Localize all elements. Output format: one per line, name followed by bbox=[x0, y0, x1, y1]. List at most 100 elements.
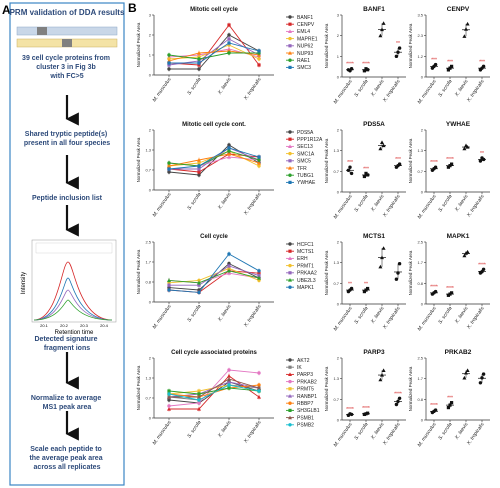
series-line bbox=[168, 270, 260, 284]
series-line bbox=[168, 384, 260, 401]
data-point bbox=[227, 383, 231, 387]
data-point bbox=[197, 280, 201, 285]
step-6: Scale each peptide to the average peak a… bbox=[29, 446, 104, 471]
data-point bbox=[227, 37, 231, 41]
scatter-chart: MCTS1 0 0.7 1.3 2 M. musculus S. scrofa X. laev… bbox=[324, 233, 406, 332]
data-point bbox=[478, 381, 483, 385]
significance-label: **** bbox=[346, 62, 354, 68]
data-point bbox=[349, 412, 354, 417]
chart-title: PARP3 bbox=[363, 349, 385, 356]
data-point bbox=[257, 389, 261, 393]
data-point bbox=[227, 152, 231, 156]
panel-a-title: PRM validation of DDA results bbox=[10, 8, 125, 17]
y-tick-label: 0 bbox=[421, 418, 424, 423]
x-tick-label: X. laevis bbox=[216, 303, 233, 323]
y-axis-label: Normalized Peak Area bbox=[324, 366, 329, 411]
data-point bbox=[197, 161, 201, 165]
data-point bbox=[167, 392, 171, 396]
y-tick-label: 0.7 bbox=[333, 397, 339, 402]
data-point bbox=[481, 267, 486, 271]
y-tick-label: 1.2 bbox=[417, 54, 423, 59]
data-point bbox=[197, 61, 201, 65]
chrom-ylabel: Intensity bbox=[21, 272, 27, 294]
data-point bbox=[167, 167, 171, 171]
data-point bbox=[362, 174, 366, 179]
y-axis-label: Normalized Peak Area bbox=[408, 366, 413, 411]
legend-marker bbox=[288, 263, 292, 268]
data-point bbox=[257, 276, 261, 280]
significance-label: **** bbox=[346, 407, 354, 413]
data-point bbox=[397, 262, 402, 266]
x-tick-label: S. scrofa bbox=[437, 306, 453, 326]
legend-label: MCTS1 bbox=[297, 249, 314, 255]
significance-label: **** bbox=[478, 262, 486, 268]
data-point bbox=[462, 34, 467, 38]
data-point bbox=[227, 146, 231, 150]
legend-marker bbox=[288, 51, 292, 55]
significance-label: *** bbox=[431, 58, 437, 64]
data-point bbox=[257, 161, 261, 165]
data-point bbox=[227, 51, 231, 55]
data-point bbox=[197, 290, 201, 295]
significance-label: *** bbox=[347, 160, 353, 166]
series-line bbox=[168, 369, 260, 407]
x-tick-label: X. tropicalis bbox=[242, 191, 263, 217]
data-point bbox=[378, 264, 383, 269]
legend-marker bbox=[288, 379, 292, 384]
data-point bbox=[380, 373, 384, 377]
y-tick-label: 0.7 bbox=[145, 168, 151, 173]
step-5: Normalize to average MS1 peak area bbox=[31, 395, 103, 411]
legend-label: SH3GLB1 bbox=[297, 408, 320, 414]
line-chart: Cell cycle 0 0.8 1.7 2.5 M. musculus S. scrofa… bbox=[136, 234, 317, 330]
significance-label: **** bbox=[362, 62, 370, 68]
legend-label: SMC5 bbox=[297, 159, 311, 165]
chart-title: Mitotic cell cycle cont. bbox=[182, 122, 246, 128]
y-tick-label: 1.3 bbox=[333, 376, 339, 381]
data-point bbox=[378, 146, 383, 151]
y-tick-label: 3.5 bbox=[417, 13, 423, 18]
x-tick-label: M. musculus bbox=[152, 76, 173, 103]
data-point bbox=[167, 395, 171, 399]
y-axis-label: Normalized Peak Area bbox=[324, 250, 329, 295]
x-tick-label: X. laevis bbox=[453, 78, 470, 98]
y-tick-label: 1.3 bbox=[333, 148, 339, 153]
x-tick-label: S. scrofa bbox=[353, 194, 369, 214]
x-tick-label: X. laevis bbox=[453, 421, 470, 441]
x-tick-label: X. laevis bbox=[369, 305, 386, 325]
data-point bbox=[380, 27, 384, 32]
data-point bbox=[397, 396, 402, 400]
y-tick-label: 1.3 bbox=[333, 260, 339, 265]
y-tick-label: 2 bbox=[337, 240, 340, 245]
x-tick-label: M. musculus bbox=[333, 193, 354, 220]
chart-title: PRKAB2 bbox=[445, 349, 472, 356]
data-point bbox=[197, 407, 201, 411]
significance-label: **** bbox=[394, 391, 402, 397]
data-point bbox=[450, 64, 454, 68]
significance-label: **** bbox=[446, 157, 454, 163]
legend-marker bbox=[288, 423, 292, 427]
chrom-xtick: 20.1 bbox=[40, 323, 49, 328]
legend-label: EML4 bbox=[297, 29, 310, 35]
step-4: Detected signature fragment ions bbox=[35, 336, 100, 352]
x-tick-label: M. musculus bbox=[333, 305, 354, 332]
chrom-xtick: 20.2 bbox=[60, 323, 69, 328]
data-point bbox=[433, 289, 438, 294]
legend-marker bbox=[288, 180, 292, 184]
data-point bbox=[462, 375, 467, 380]
data-point bbox=[380, 140, 384, 144]
legend-label: RAE1 bbox=[297, 58, 310, 64]
legend-label: PRKAB2 bbox=[297, 379, 317, 385]
data-point bbox=[257, 164, 261, 168]
series-line bbox=[168, 24, 260, 66]
y-axis-label: Normalized Peak Area bbox=[136, 249, 141, 294]
x-tick-label: S. scrofa bbox=[186, 304, 202, 324]
data-point bbox=[167, 164, 171, 168]
legend-marker bbox=[288, 401, 292, 405]
data-point bbox=[197, 401, 201, 405]
legend-marker bbox=[288, 151, 292, 156]
legend-label: TFR bbox=[297, 166, 307, 172]
legend-label: SMC3 bbox=[297, 65, 311, 71]
data-point bbox=[257, 57, 261, 61]
data-point bbox=[464, 370, 468, 375]
